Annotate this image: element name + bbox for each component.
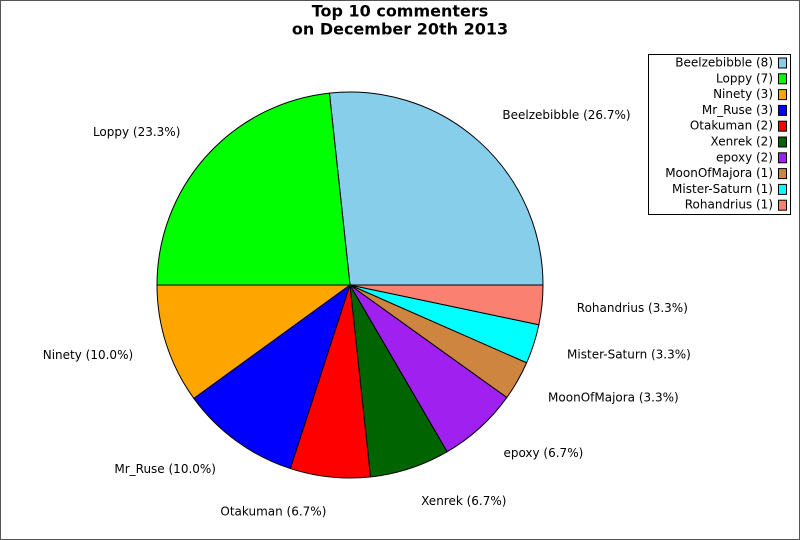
pie-slice xyxy=(156,92,351,286)
legend-label: Loppy (7) xyxy=(716,71,773,85)
slice-label: epoxy (6.7%) xyxy=(503,446,583,460)
legend-label: Ninety (3) xyxy=(713,87,773,101)
legend-swatch xyxy=(778,104,787,116)
pie-slice xyxy=(193,283,351,470)
legend-label: Rohandrius (1) xyxy=(685,198,773,212)
slice-label: Otakuman (6.7%) xyxy=(220,504,326,518)
legend-swatch xyxy=(778,152,787,164)
chart-title: on December 20th 2013 xyxy=(292,20,508,39)
legend-swatch xyxy=(778,199,787,211)
slice-label: Mr_Ruse (10.0%) xyxy=(114,462,216,476)
legend-swatch xyxy=(778,57,787,69)
legend-label: Otakuman (2) xyxy=(690,119,773,133)
legend-label: Xenrek (2) xyxy=(711,135,773,149)
pie-slice xyxy=(156,284,352,400)
legend-swatch xyxy=(778,136,787,148)
slice-label: Rohandrius (3.3%) xyxy=(577,301,688,315)
legend-label: MoonOfMajora (1) xyxy=(665,166,773,180)
legend-swatch xyxy=(778,73,787,85)
slice-label: Mister-Saturn (3.3%) xyxy=(567,347,691,361)
legend-label: Beelzebibble (8) xyxy=(675,56,773,70)
chart-title: Top 10 commenters xyxy=(312,2,489,21)
legend-label: Mr_Ruse (3) xyxy=(702,103,773,117)
slice-label: MoonOfMajora (3.3%) xyxy=(548,390,679,404)
legend-swatch xyxy=(778,183,787,195)
slice-label: Ninety (10.0%) xyxy=(43,348,133,362)
pie-slice xyxy=(349,284,544,326)
legend-label: epoxy (2) xyxy=(716,150,773,164)
legend-swatch xyxy=(778,168,787,180)
slice-label: Loppy (23.3%) xyxy=(93,125,180,139)
legend-label: Mister-Saturn (1) xyxy=(672,182,773,196)
pie-slice xyxy=(328,91,544,286)
legend-swatch xyxy=(778,120,787,132)
legend-swatch xyxy=(778,89,787,101)
legend-box xyxy=(648,54,791,215)
slice-label: Beelzebibble (26.7%) xyxy=(502,108,630,122)
slice-label: Xenrek (6.7%) xyxy=(421,494,506,508)
